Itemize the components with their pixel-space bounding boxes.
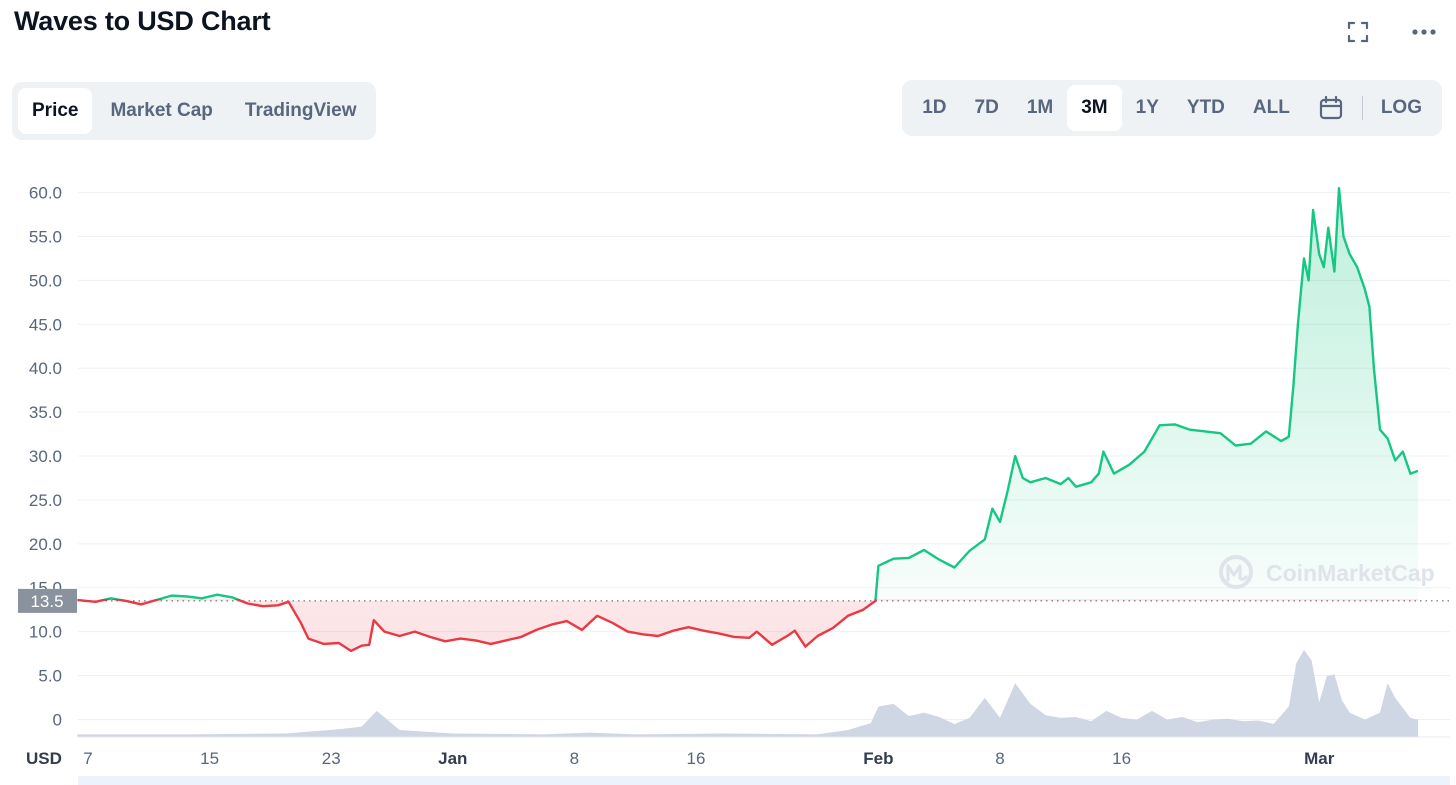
y-tick-label: 55.0 xyxy=(29,227,62,246)
coinmarketcap-logo-icon xyxy=(1219,555,1253,589)
watermark-text: CoinMarketCap xyxy=(1266,560,1435,586)
chart-type-tabs: Price Market Cap TradingView xyxy=(12,82,377,140)
more-dots-icon[interactable] xyxy=(1410,18,1438,46)
tab-price[interactable]: Price xyxy=(18,88,93,134)
price-fill-area xyxy=(77,188,1418,651)
y-tick-label: 35.0 xyxy=(29,403,62,422)
price-fill-up xyxy=(107,188,1418,599)
range-1d[interactable]: 1D xyxy=(922,97,947,118)
y-tick-label: 10.0 xyxy=(29,623,62,642)
x-tick-label: Jan xyxy=(438,749,467,768)
x-tick-label: Mar xyxy=(1304,749,1335,768)
calendar-icon[interactable] xyxy=(1304,85,1358,131)
x-axis: USD 7 15 23 Jan 8 16 Feb 8 16 Mar xyxy=(26,736,1450,785)
log-scale-toggle[interactable]: LOG xyxy=(1380,97,1422,118)
price-fill-down xyxy=(77,599,1418,651)
x-tick-label: 23 xyxy=(322,749,341,768)
fullscreen-icon[interactable] xyxy=(1344,18,1372,46)
price-line xyxy=(77,187,1419,653)
y-tick-label: 20.0 xyxy=(29,535,62,554)
range-all[interactable]: ALL xyxy=(1252,97,1290,118)
x-tick-label: 15 xyxy=(200,749,219,768)
chart-toolbar-icons xyxy=(1344,18,1438,46)
y-tick-label: 45.0 xyxy=(29,315,62,334)
baseline-price-tag: 13.5 xyxy=(18,588,77,613)
price-line-down xyxy=(77,599,877,653)
range-7d[interactable]: 7D xyxy=(974,97,999,118)
range-navigator-strip[interactable] xyxy=(78,776,1450,785)
volume-series xyxy=(77,650,1419,737)
tab-tradingview[interactable]: TradingView xyxy=(244,100,357,121)
x-tick-label: 16 xyxy=(1112,749,1131,768)
y-tick-label: 50.0 xyxy=(29,271,62,290)
x-tick-label: 8 xyxy=(570,749,579,768)
x-tick-label: 8 xyxy=(995,749,1004,768)
chart-title: Waves to USD Chart xyxy=(14,6,271,36)
x-tick-label: 16 xyxy=(687,749,706,768)
tab-market-cap[interactable]: Market Cap xyxy=(110,100,213,121)
y-tick-label: 30.0 xyxy=(29,447,62,466)
coinmarketcap-watermark: CoinMarketCap xyxy=(1219,555,1435,589)
x-tick-label: 7 xyxy=(83,749,92,768)
y-tick-label: 40.0 xyxy=(29,359,62,378)
volume-area xyxy=(77,650,1419,737)
range-ytd[interactable]: YTD xyxy=(1186,97,1225,118)
baseline-tag-label: 13.5 xyxy=(30,592,63,611)
y-tick-label: 5.0 xyxy=(38,667,62,686)
y-tick-label: 0 xyxy=(53,710,62,729)
currency-label: USD xyxy=(26,749,62,768)
y-tick-label: 25.0 xyxy=(29,491,62,510)
y-axis: 05.010.015.020.025.030.035.040.045.050.0… xyxy=(29,184,62,730)
range-1m[interactable]: 1M xyxy=(1026,97,1054,118)
range-1y[interactable]: 1Y xyxy=(1135,97,1159,118)
baseline-tag-background xyxy=(18,588,77,613)
price-line-up xyxy=(77,187,1419,599)
time-range-selector: 1D 7D 1M 3M 1Y YTD ALL LOG xyxy=(902,80,1442,136)
range-3m[interactable]: 3M xyxy=(1067,85,1122,131)
x-tick-label: Feb xyxy=(863,749,893,768)
y-tick-label: 60.0 xyxy=(29,184,62,203)
range-divider xyxy=(1361,96,1363,120)
